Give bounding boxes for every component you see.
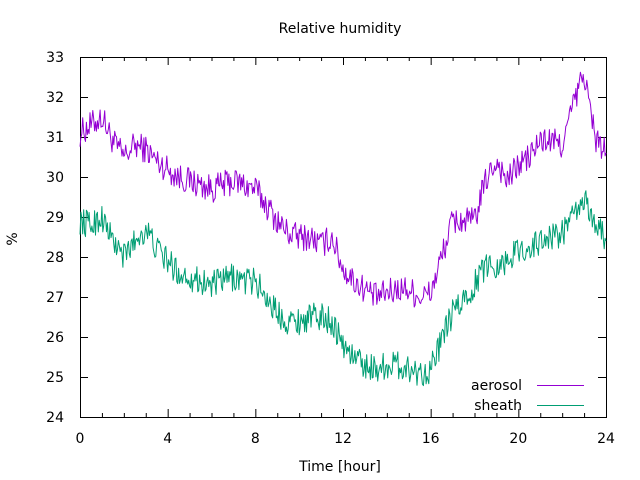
x-tick-labels: 0 4 8 12 16 20 24 <box>76 431 615 447</box>
x-tick-label: 0 <box>76 431 85 447</box>
y-tick-label: 24 <box>46 410 64 426</box>
y-tick-label: 30 <box>46 170 64 186</box>
x-tick-label: 4 <box>163 431 172 447</box>
y-axis-label: % <box>5 232 21 245</box>
series-lines <box>79 71 607 387</box>
x-tick-label: 16 <box>422 431 440 447</box>
x-tick-label: 20 <box>509 431 527 447</box>
x-tick-label: 24 <box>597 431 615 447</box>
y-tick-label: 31 <box>46 130 64 146</box>
chart-title: Relative humidity <box>279 21 402 37</box>
legend-label-sheath: sheath <box>474 398 522 414</box>
legend: aerosol sheath <box>471 378 584 414</box>
y-tick-label: 26 <box>46 330 64 346</box>
x-tick-label: 12 <box>334 431 352 447</box>
series-line-aerosol <box>79 71 607 308</box>
y-tick-label: 27 <box>46 290 64 306</box>
axis-ticks <box>80 57 607 418</box>
x-axis-label: Time [hour] <box>298 459 381 475</box>
y-tick-label: 33 <box>46 50 64 66</box>
y-tick-label: 25 <box>46 370 64 386</box>
y-tick-labels: 24 25 26 27 28 29 30 31 32 33 <box>46 50 64 426</box>
y-tick-label: 28 <box>46 250 64 266</box>
series-line-sheath <box>79 190 607 387</box>
plot-frame <box>80 57 607 418</box>
y-tick-label: 32 <box>46 90 64 106</box>
x-tick-label: 8 <box>251 431 260 447</box>
legend-label-aerosol: aerosol <box>471 378 522 394</box>
y-tick-label: 29 <box>46 210 64 226</box>
